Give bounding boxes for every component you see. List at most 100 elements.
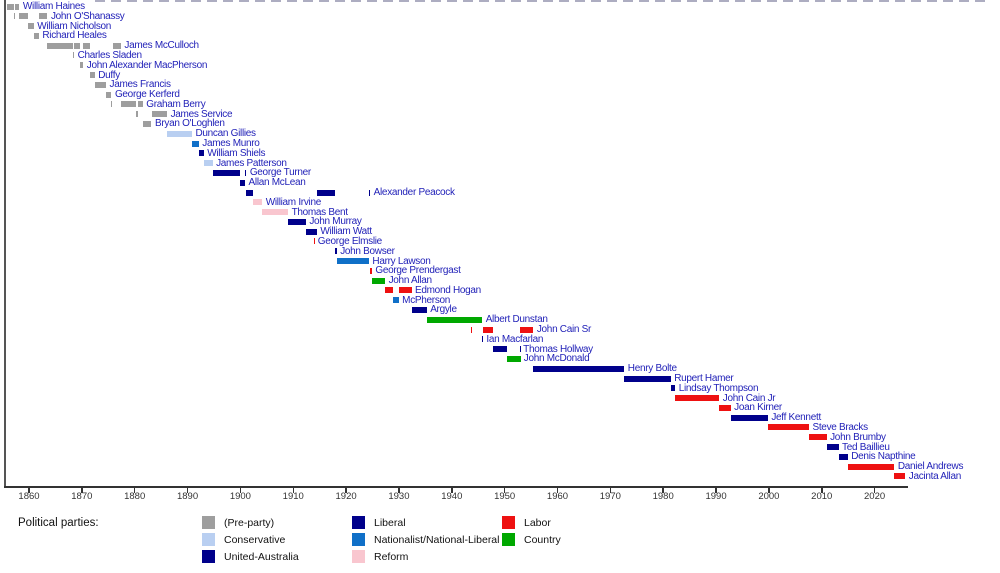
premier-label: Richard Heales bbox=[42, 30, 107, 42]
term-bar bbox=[94, 81, 107, 88]
term-bar bbox=[398, 287, 412, 294]
term-bar bbox=[393, 297, 399, 304]
legend-swatch-pre-party bbox=[202, 516, 215, 529]
term-bar bbox=[137, 101, 143, 108]
x-axis-line bbox=[4, 486, 908, 488]
term-bar bbox=[47, 42, 74, 49]
term-bar bbox=[106, 91, 112, 98]
legend-swatch-united-australia bbox=[202, 550, 215, 563]
term-bar bbox=[519, 355, 521, 362]
term-bar bbox=[493, 346, 508, 353]
legend-label-country: Country bbox=[524, 534, 561, 546]
term-bar bbox=[767, 424, 809, 431]
term-bar bbox=[142, 120, 152, 127]
term-bar bbox=[894, 473, 906, 480]
legend-swatch-liberal bbox=[352, 516, 365, 529]
term-bar bbox=[111, 101, 113, 108]
legend-title: Political parties: bbox=[18, 517, 99, 529]
term-bar bbox=[370, 267, 372, 274]
legend-swatch-nationalist bbox=[352, 533, 365, 546]
premier-label: William Shiels bbox=[207, 147, 266, 159]
premier-label: Duffy bbox=[98, 69, 120, 81]
premier-label: John McDonald bbox=[523, 353, 590, 365]
axis-tick bbox=[768, 488, 770, 493]
y-axis-line bbox=[4, 0, 6, 487]
term-bar bbox=[808, 434, 827, 441]
term-bar bbox=[83, 42, 90, 49]
term-bar bbox=[847, 463, 895, 470]
axis-tick bbox=[556, 488, 559, 493]
legend-label-nationalist: Nationalist/National-Liberal bbox=[374, 534, 500, 546]
premier-label: George Turner bbox=[249, 167, 311, 179]
premier-label: Thomas Bent bbox=[291, 206, 348, 218]
premier-label: John O'Shanassy bbox=[50, 10, 125, 22]
term-bar bbox=[670, 385, 676, 392]
term-bar bbox=[89, 72, 95, 79]
premier-label: John Brumby bbox=[830, 431, 886, 443]
premier-label: John Cain Sr bbox=[536, 324, 592, 336]
axis-tick-label: 1860 bbox=[18, 491, 40, 502]
axis-tick bbox=[81, 488, 83, 493]
premier-label: Allan McLean bbox=[248, 177, 306, 189]
legend-swatch-conservative bbox=[202, 533, 215, 546]
axis-tick-label: 1940 bbox=[441, 491, 463, 502]
premier-label: Joan Kirner bbox=[734, 402, 782, 414]
premier-label: Denis Napthine bbox=[851, 451, 916, 463]
axis-tick-label: 1880 bbox=[124, 491, 146, 502]
axis-tick-label: 1960 bbox=[546, 491, 569, 502]
premier-label: John Alexander MacPherson bbox=[86, 59, 208, 71]
term-bar bbox=[368, 189, 371, 196]
axis-tick-label: 1870 bbox=[71, 491, 93, 502]
premier-label: Graham Berry bbox=[146, 98, 206, 110]
term-bar bbox=[507, 355, 520, 362]
term-bar bbox=[33, 32, 39, 39]
axis-tick bbox=[609, 488, 612, 493]
axis-tick bbox=[186, 488, 189, 493]
term-bar bbox=[482, 326, 494, 333]
premier-label: William Nicholson bbox=[37, 20, 112, 32]
term-bar bbox=[262, 209, 289, 216]
premier-label: Edmond Hogan bbox=[415, 284, 481, 296]
term-bar bbox=[151, 111, 168, 118]
premier-label: McPherson bbox=[402, 294, 451, 306]
term-bar bbox=[135, 111, 138, 118]
axis-tick bbox=[451, 488, 453, 493]
premier-label: George Kerferd bbox=[114, 89, 180, 101]
axis-tick bbox=[503, 488, 506, 493]
premier-label: Albert Dunstan bbox=[485, 314, 548, 326]
legend-label-liberal: Liberal bbox=[374, 517, 406, 529]
legend-swatch-country bbox=[502, 533, 515, 546]
premier-label: John Bowser bbox=[340, 245, 395, 257]
premier-label: Lindsay Thompson bbox=[678, 382, 759, 394]
premier-label: Ted Baillieu bbox=[842, 441, 890, 453]
term-bar bbox=[385, 287, 394, 294]
axis-tick bbox=[239, 488, 242, 493]
premier-label: William Watt bbox=[320, 226, 372, 238]
axis-tick bbox=[821, 488, 823, 493]
premier-label: James Patterson bbox=[216, 157, 287, 169]
axis-tick bbox=[662, 488, 664, 493]
term-bar bbox=[14, 13, 16, 20]
axis-tick bbox=[345, 488, 347, 493]
premier-label: Steve Bracks bbox=[812, 421, 868, 433]
term-bar bbox=[203, 160, 213, 167]
term-bar bbox=[826, 444, 839, 451]
term-bar bbox=[533, 365, 625, 372]
term-bar bbox=[14, 3, 20, 10]
axis-tick-label: 1990 bbox=[705, 491, 727, 502]
term-bar bbox=[240, 179, 246, 186]
legend-label-united-australia: United-Australia bbox=[224, 551, 299, 563]
term-bar bbox=[253, 199, 263, 206]
legend-label-reform: Reform bbox=[374, 551, 409, 563]
term-bar bbox=[245, 169, 247, 176]
term-bar bbox=[730, 414, 768, 421]
term-bar bbox=[28, 23, 34, 30]
term-bar bbox=[335, 248, 337, 255]
term-bar bbox=[288, 218, 306, 225]
term-bar bbox=[80, 62, 84, 69]
axis-tick-label: 1930 bbox=[388, 491, 410, 502]
premier-label: Argyle bbox=[430, 304, 457, 316]
term-bar bbox=[336, 258, 369, 265]
premier-label: Duncan Gillies bbox=[195, 128, 256, 140]
